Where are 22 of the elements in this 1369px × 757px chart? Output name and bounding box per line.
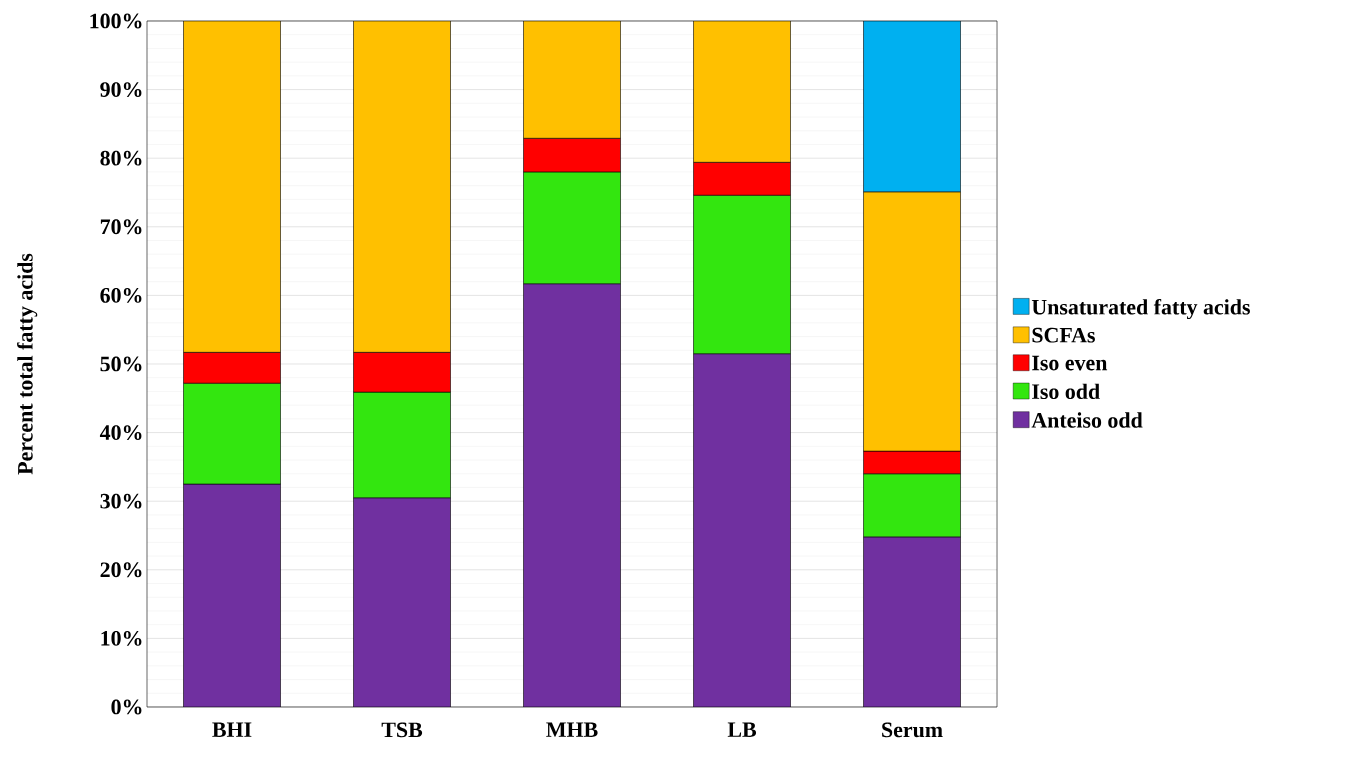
x-tick-label: LB — [727, 722, 757, 737]
x-tick-label: MHB — [546, 722, 598, 737]
legend-label: SCFAs — [1032, 327, 1095, 343]
x-tick-label: TSB — [381, 722, 423, 738]
y-axis-title: Percent total fatty acids — [17, 253, 38, 475]
x-tick-label: Serum — [882, 722, 943, 738]
y-tick-label: 70% — [100, 219, 142, 235]
y-tick-label: 10% — [101, 630, 142, 646]
y-tick-label: 90% — [100, 82, 142, 98]
y-tick-label: 60% — [100, 287, 142, 303]
legend-label: Unsaturated fatty acids — [1031, 298, 1250, 320]
y-tick-label: 50% — [100, 356, 142, 372]
y-tick-label: 100% — [90, 13, 142, 29]
y-tick-label: 80% — [100, 150, 142, 166]
y-tick-label: 0% — [111, 699, 142, 715]
legend-label: Anteiso odd — [1031, 412, 1143, 428]
legend-label: Iso even — [1032, 355, 1108, 371]
x-tick-label: BHI — [212, 722, 252, 737]
y-tick-label: 30% — [100, 493, 142, 509]
y-tick-label: 40% — [99, 425, 142, 441]
y-tick-label: 20% — [100, 562, 142, 578]
legend-label: Iso odd — [1032, 383, 1100, 400]
